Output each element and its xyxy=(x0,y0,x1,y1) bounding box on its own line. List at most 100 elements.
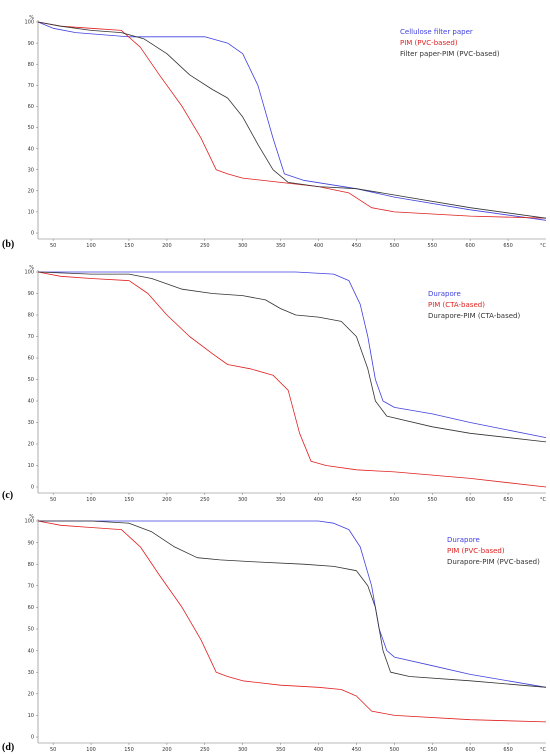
x-tick-label: 500 xyxy=(390,243,400,249)
x-tick-label: 250 xyxy=(200,243,210,249)
y-tick-label: 10 xyxy=(28,713,34,719)
x-tick-label: 500 xyxy=(390,497,400,503)
y-tick-label: 90 xyxy=(28,291,34,297)
x-tick-label: 500 xyxy=(390,747,400,753)
x-tick-label: 250 xyxy=(200,497,210,503)
y-tick-label: 100 xyxy=(24,270,34,276)
y-tick-label: 40 xyxy=(28,399,34,405)
y-tick-label: 90 xyxy=(28,41,34,47)
x-tick-label: 550 xyxy=(427,243,437,249)
y-tick-label: 70 xyxy=(28,584,34,590)
y-tick-label: 50 xyxy=(28,377,34,383)
x-tick-label: 350 xyxy=(276,497,286,503)
y-tick-label: 0 xyxy=(31,735,34,741)
x-tick-label: 450 xyxy=(352,243,362,249)
legend-entry: Durapore xyxy=(428,290,461,298)
x-tick-label: 450 xyxy=(352,497,362,503)
x-tick-label: 600 xyxy=(465,243,475,249)
y-tick-label: 80 xyxy=(28,313,34,319)
series-line-1 xyxy=(38,271,547,438)
x-tick-label: 350 xyxy=(276,243,286,249)
y-tick-label: 40 xyxy=(28,146,34,152)
y-tick-label: 80 xyxy=(28,562,34,568)
x-tick-label: 200 xyxy=(162,497,172,503)
chart-panel-1: 0 10 20 30 40 50 60 70 80 90 100% 50 100 150 200 250 300… xyxy=(24,15,546,249)
x-tick-label: 650 xyxy=(503,747,513,753)
series-line-3 xyxy=(38,520,547,688)
x-tick-label: 150 xyxy=(124,747,134,753)
x-tick-label: 550 xyxy=(427,497,437,503)
x-tick-label: 400 xyxy=(314,497,324,503)
y-tick-label: 10 xyxy=(28,210,34,216)
y-tick-label: 100 xyxy=(24,20,34,26)
y-tick-label: 20 xyxy=(28,692,34,698)
panel-letter-label: (c) xyxy=(2,490,13,501)
y-tick-label: 100 xyxy=(24,519,34,525)
legend-entry: Filter paper-PIM (PVC-based) xyxy=(400,50,500,58)
x-tick-label: 50 xyxy=(50,243,56,249)
y-tick-label: 60 xyxy=(28,356,34,362)
x-unit-label: °C xyxy=(540,747,547,753)
legend-entry: Durapore-PIM (PVC-based) xyxy=(447,558,540,566)
panel-letter-label: (d) xyxy=(2,742,14,753)
y-tick-label: 0 xyxy=(31,485,34,491)
y-tick-label: 30 xyxy=(28,420,34,426)
series-line-2 xyxy=(37,271,547,488)
y-tick-label: 90 xyxy=(28,540,34,546)
x-tick-label: 50 xyxy=(50,497,56,503)
legend-entry: PIM (PVC-based) xyxy=(447,547,505,555)
x-tick-label: 250 xyxy=(200,747,210,753)
x-tick-label: 350 xyxy=(276,747,286,753)
y-tick-label: 10 xyxy=(28,463,34,469)
x-tick-label: 300 xyxy=(238,747,248,753)
series-line-3 xyxy=(37,21,547,219)
series-line-2 xyxy=(37,520,547,723)
x-tick-label: 150 xyxy=(124,497,134,503)
series-line-2 xyxy=(37,21,547,219)
y-tick-label: 20 xyxy=(28,442,34,448)
y-unit-label: % xyxy=(29,265,34,271)
y-tick-label: 50 xyxy=(28,125,34,131)
chart-panel-3: 0 10 20 30 40 50 60 70 80 90 100% 50 100 150 200 250 300… xyxy=(24,514,546,753)
y-tick-label: 30 xyxy=(28,167,34,173)
series-line-3 xyxy=(37,271,547,443)
legend-entry: Cellulose filter paper xyxy=(400,28,473,36)
series-line-1 xyxy=(37,21,547,221)
panel-letter-label: (b) xyxy=(2,239,14,250)
x-tick-label: 300 xyxy=(238,497,248,503)
y-tick-label: 80 xyxy=(28,62,34,68)
y-tick-label: 60 xyxy=(28,104,34,110)
chart-panel-2: 0 10 20 30 40 50 60 70 80 90 100% 50 100 150 200 250 300… xyxy=(24,265,546,503)
x-tick-label: 200 xyxy=(162,243,172,249)
x-unit-label: °C xyxy=(540,497,547,503)
y-tick-label: 50 xyxy=(28,627,34,633)
x-tick-label: 450 xyxy=(352,747,362,753)
x-tick-label: 100 xyxy=(86,747,96,753)
x-tick-label: 550 xyxy=(427,747,437,753)
y-unit-label: % xyxy=(29,514,34,520)
y-tick-label: 60 xyxy=(28,605,34,611)
y-tick-label: 70 xyxy=(28,334,34,340)
x-tick-label: 100 xyxy=(86,243,96,249)
legend-entry: PIM (PVC-based) xyxy=(400,39,458,47)
x-tick-label: 150 xyxy=(124,243,134,249)
y-tick-label: 20 xyxy=(28,189,34,195)
legend-entry: Durapore xyxy=(447,536,480,544)
y-tick-label: 70 xyxy=(28,83,34,89)
x-tick-label: 50 xyxy=(50,747,56,753)
y-tick-label: 0 xyxy=(31,231,34,237)
y-tick-label: 40 xyxy=(28,648,34,654)
x-tick-label: 300 xyxy=(238,243,248,249)
x-tick-label: 650 xyxy=(503,243,513,249)
y-unit-label: % xyxy=(29,15,34,21)
x-tick-label: 600 xyxy=(465,747,475,753)
x-tick-label: 600 xyxy=(465,497,475,503)
x-tick-label: 100 xyxy=(86,497,96,503)
x-tick-label: 650 xyxy=(503,497,513,503)
y-tick-label: 30 xyxy=(28,670,34,676)
x-unit-label: °C xyxy=(540,243,547,249)
legend-entry: Durapore-PIM (CTA-based) xyxy=(428,312,520,320)
series-line-1 xyxy=(38,520,547,688)
x-tick-label: 400 xyxy=(314,747,324,753)
